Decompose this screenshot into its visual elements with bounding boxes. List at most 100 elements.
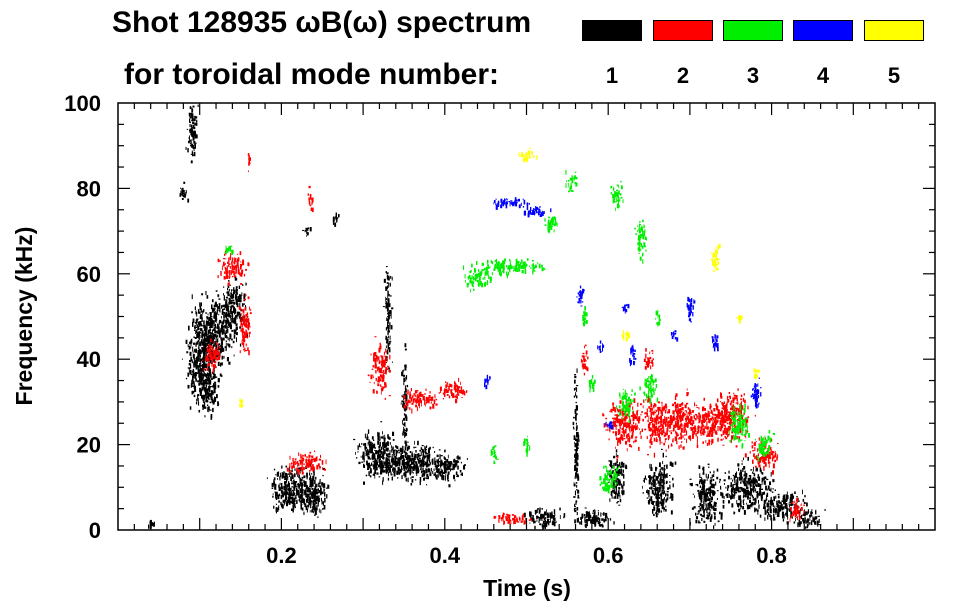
spectral-blob-mode-3-12 (599, 465, 621, 494)
spectral-blob-mode-5-4 (736, 315, 743, 324)
y-tick-label: 20 (77, 433, 101, 458)
legend-swatch-mode-1 (582, 20, 642, 41)
legend-swatch-mode-3 (723, 20, 783, 41)
spectral-blob-mode-1-17 (572, 368, 580, 513)
spectral-blob-mode-2-5 (286, 450, 327, 475)
chart-title-line-2: for toroidal mode number: (124, 58, 499, 91)
spectral-blob-mode-3-5 (610, 180, 624, 211)
spectral-blob-mode-5-0 (518, 147, 538, 163)
spectral-blob-mode-2-12 (664, 388, 700, 450)
spectral-blob-mode-2-15 (744, 437, 779, 475)
axis-labels: 0.2 0.4 0.6 0.8 0 20 40 60 80 100 Time (s) Frequenc… (11, 91, 787, 601)
spectral-blob-mode-1-14 (382, 266, 394, 373)
spectral-blob-mode-4-3 (597, 340, 605, 353)
axis-ticks (118, 103, 935, 530)
y-tick-label: 80 (77, 176, 101, 201)
spectral-blob-mode-2-4 (307, 185, 314, 213)
x-tick-label: 0.8 (756, 543, 787, 568)
series-mode-3 (224, 170, 775, 494)
spectral-blob-mode-1-21 (721, 456, 776, 515)
spectral-blob-mode-5-2 (621, 329, 631, 342)
spectral-blob-mode-2-17 (493, 512, 532, 525)
series-mode-2 (202, 153, 805, 525)
spectral-blob-mode-5-5 (239, 398, 244, 408)
spectral-blob-mode-2-7 (403, 388, 445, 414)
x-axis-title: Time (s) (483, 575, 571, 601)
spectral-blob-mode-1-24 (148, 519, 155, 529)
series-mode-5 (239, 147, 761, 408)
spectral-blob-mode-2-1 (217, 250, 250, 286)
spectral-blob-mode-3-16 (654, 309, 661, 327)
spectral-blob-mode-3-14 (490, 445, 499, 465)
legend-label-mode-1: 1 (605, 63, 619, 88)
x-tick-label: 0.4 (430, 543, 461, 568)
spectral-blob-mode-3-3 (544, 216, 558, 234)
series-mode-4 (484, 197, 762, 430)
spectral-blob-mode-4-10 (605, 421, 614, 430)
spectral-blob-mode-3-7 (582, 306, 588, 327)
spectral-blob-mode-1-9 (332, 212, 340, 227)
spectral-blob-mode-4-9 (484, 374, 491, 390)
spectral-blob-mode-1-22 (754, 488, 808, 525)
spectral-blob-mode-2-9 (580, 344, 589, 376)
spectral-blob-mode-4-5 (686, 296, 696, 323)
spectral-blob-mode-3-9 (615, 388, 636, 423)
plot-frame (117, 102, 936, 531)
spectral-blob-mode-1-13 (420, 449, 468, 488)
legend-swatch-mode-4 (793, 20, 853, 41)
spectral-blob-mode-3-1 (463, 258, 546, 279)
spectral-blob-mode-3-8 (639, 374, 659, 404)
spectral-blob-mode-1-20 (689, 463, 726, 529)
spectral-blob-mode-2-6 (367, 336, 391, 400)
spectral-blob-mode-4-8 (621, 303, 630, 314)
legend-swatch-mode-5 (864, 20, 924, 41)
spectral-blob-mode-1-1 (179, 181, 190, 203)
spectral-blob-mode-5-1 (710, 243, 721, 273)
spectral-blob-mode-1-7 (300, 472, 330, 518)
spectral-blob-mode-4-0 (493, 197, 530, 210)
x-tick-label: 0.2 (266, 543, 297, 568)
spectral-blob-mode-4-1 (522, 206, 552, 218)
spectral-blob-mode-3-13 (588, 374, 596, 393)
spectral-blob-mode-4-7 (750, 377, 762, 409)
series-mode-1 (148, 104, 826, 530)
y-tick-label: 60 (77, 262, 101, 287)
spectral-blob-mode-5-3 (753, 368, 761, 380)
spectral-blob-mode-2-3 (247, 153, 251, 173)
x-tick-label: 0.6 (593, 543, 624, 568)
y-tick-label: 100 (64, 91, 101, 116)
legend-label-mode-2: 2 (676, 63, 690, 88)
spectral-blob-mode-1-0 (185, 104, 199, 164)
spectrum-marks (148, 104, 826, 530)
spectral-blob-mode-4-2 (576, 285, 585, 307)
spectral-blob-mode-4-11 (670, 330, 679, 342)
spectral-blob-mode-1-19 (642, 448, 677, 518)
spectral-blob-mode-3-11 (754, 430, 775, 462)
legend-swatch-mode-2 (653, 20, 713, 41)
spectral-blob-mode-2-0 (202, 338, 221, 373)
spectral-blob-mode-3-10 (728, 403, 750, 449)
legend-label-mode-5: 5 (887, 63, 901, 88)
legend-label-mode-3: 3 (746, 63, 760, 88)
spectral-blob-mode-1-15 (523, 507, 566, 530)
spectral-blob-mode-3-4 (565, 170, 578, 193)
spectral-blob-mode-2-8 (438, 377, 468, 404)
spectral-blob-mode-2-16 (789, 497, 805, 523)
spectral-blob-mode-4-6 (711, 334, 719, 352)
spectral-blob-mode-2-2 (238, 294, 252, 356)
spectral-blob-mode-2-13 (686, 397, 727, 449)
y-axis-title: Frequency (kHz) (11, 227, 37, 406)
spectral-blob-mode-3-6 (634, 219, 647, 264)
y-tick-label: 40 (77, 347, 101, 372)
spectral-blob-mode-1-5 (197, 364, 222, 420)
spectral-blob-mode-3-15 (523, 435, 531, 457)
legend-label-mode-4: 4 (816, 63, 830, 88)
spectral-blob-mode-3-2 (464, 267, 493, 293)
y-tick-label: 0 (89, 518, 101, 543)
spectral-blob-mode-1-8 (302, 227, 312, 237)
spectral-blob-mode-1-11 (373, 442, 418, 486)
spectral-blob-mode-3-0 (224, 245, 234, 256)
spectral-blob-mode-4-4 (629, 344, 637, 367)
spectral-blob-mode-2-18 (643, 348, 654, 370)
